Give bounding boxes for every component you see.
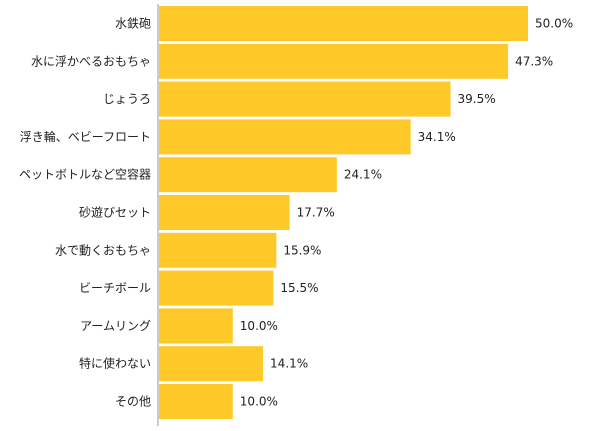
category-label: 砂遊びセット [79, 205, 151, 220]
bar [159, 43, 509, 79]
value-label: 17.7% [297, 206, 335, 220]
category-label: 浮き輪、ベビーフロート [20, 129, 151, 144]
bar [159, 232, 277, 268]
value-label: 39.5% [458, 92, 496, 106]
category-label: 水で動くおもちゃ [55, 243, 151, 257]
category-label: アームリング [80, 319, 151, 333]
bar [159, 384, 233, 419]
value-label: 10.0% [240, 319, 278, 333]
bar [159, 6, 528, 41]
category-label: その他 [115, 395, 151, 409]
category-label: じょうろ [103, 92, 151, 106]
bar [159, 119, 411, 155]
bar [159, 157, 337, 193]
value-label: 50.0% [535, 17, 573, 31]
bar [159, 195, 290, 230]
bar [159, 81, 451, 117]
category-label: 水に浮かべるおもちゃ [31, 54, 151, 68]
bar [159, 270, 274, 306]
category-label: ペットボトルなど空容器 [19, 167, 151, 182]
value-label: 24.1% [344, 168, 382, 182]
value-label: 47.3% [515, 54, 553, 68]
value-label: 15.9% [283, 243, 321, 257]
value-label: 10.0% [240, 395, 278, 409]
category-label: ビーチボール [79, 281, 151, 295]
value-label: 14.1% [270, 357, 308, 371]
category-label: 水鉄砲 [115, 16, 151, 31]
value-label: 15.5% [280, 281, 318, 295]
category-label: 特に使わない [79, 356, 151, 371]
bar [159, 308, 233, 344]
value-label: 34.1% [418, 130, 456, 144]
bar [159, 346, 264, 382]
